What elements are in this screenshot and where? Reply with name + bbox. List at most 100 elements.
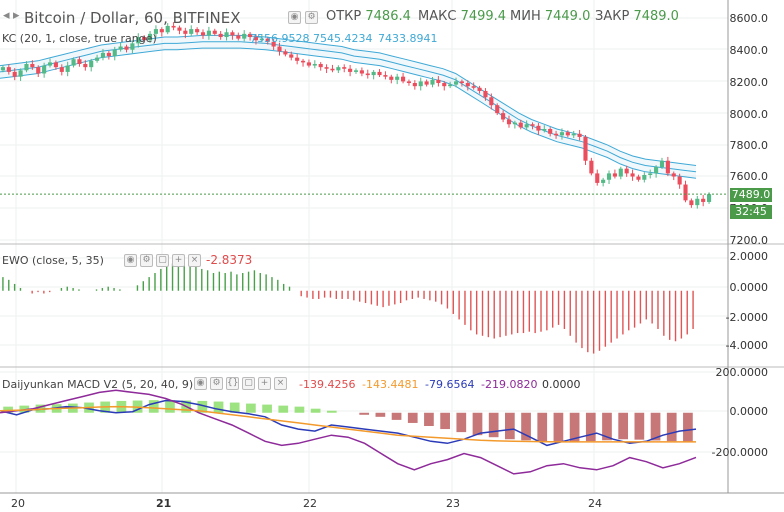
candle-body [648, 173, 653, 175]
source-code-icon[interactable]: {} [226, 377, 239, 390]
candle-body [577, 133, 582, 137]
macd-histogram-bar [650, 412, 661, 441]
candle-body [277, 46, 282, 52]
candle-body [312, 63, 317, 66]
candle-body [0, 67, 6, 71]
candle-body [389, 76, 394, 80]
lock-icon[interactable]: ▢ [156, 254, 169, 267]
kc-value-middle: 7545.4234 [313, 32, 373, 45]
candle-body [124, 46, 129, 50]
plus-icon[interactable]: + [258, 377, 271, 390]
close-icon[interactable]: × [274, 377, 287, 390]
candle-body [36, 67, 41, 74]
eye-icon[interactable]: ◉ [124, 254, 137, 267]
macd-series-line [0, 399, 697, 447]
ewo-tick: -4.0000 [725, 339, 768, 352]
candle-body [542, 129, 547, 131]
gear-icon[interactable]: ⚙ [305, 11, 318, 24]
candle-body [83, 63, 88, 68]
candle-body [442, 83, 447, 87]
candle-body [548, 129, 553, 134]
expand-arrow-icon[interactable]: ▸ [13, 8, 20, 23]
candle-body [565, 132, 570, 136]
plus-icon[interactable]: + [172, 254, 185, 267]
close-icon[interactable]: × [188, 254, 201, 267]
candle-body [6, 67, 11, 72]
macd-histogram-bar [440, 412, 450, 430]
grid-lines [0, 0, 728, 493]
candle-body [342, 67, 347, 69]
candle-body [383, 75, 388, 77]
price-tick: 7200.0 [729, 234, 769, 247]
candle-body [536, 125, 541, 131]
candle-body [130, 43, 135, 50]
candle-body [65, 65, 70, 72]
candle-body [671, 173, 676, 177]
gear-icon[interactable]: ⚙ [140, 254, 153, 267]
candle-body [595, 173, 600, 183]
candle-body [624, 168, 629, 174]
candle-body [289, 54, 294, 58]
macd-value-3: -79.6564 [425, 378, 475, 391]
price-tick: 8600.0 [729, 12, 769, 25]
candle-body [601, 179, 606, 183]
macd-histogram-bar [537, 412, 548, 442]
candle-body [195, 29, 200, 33]
gear-icon[interactable]: ⚙ [210, 377, 223, 390]
candle-body [253, 37, 259, 41]
candle-body [430, 79, 435, 85]
macd-histogram-bar [375, 412, 386, 417]
candle-body [483, 90, 488, 98]
macd-histogram-bar [246, 403, 256, 413]
macd-histogram-bar [505, 412, 515, 440]
macd-histogram-bar [569, 412, 580, 442]
candle-body [224, 32, 229, 38]
kc-title[interactable]: KC (20, 1, close, true range) [2, 32, 157, 45]
candle-body [189, 29, 194, 34]
candle-body [506, 119, 512, 125]
candle-body [524, 124, 529, 128]
candle-body [630, 173, 635, 177]
macd-title[interactable]: Daijyunkan MACD V2 (5, 20, 40, 9) [2, 378, 194, 391]
macd-histogram-bar [213, 401, 224, 413]
candle-body [589, 160, 594, 174]
candle-body [424, 81, 429, 85]
lock-icon[interactable]: ▢ [242, 377, 255, 390]
candle-body [659, 160, 665, 168]
macd-histogram-bar [165, 400, 175, 413]
candle-body [636, 176, 641, 180]
candle-body [295, 57, 300, 61]
macd-histogram-bar [278, 405, 289, 413]
candle-body [95, 57, 100, 61]
macd-histogram-bar [326, 410, 337, 413]
candle-body [153, 29, 158, 34]
candle-body [554, 133, 559, 136]
candle-body [77, 59, 82, 64]
macd-value-4: -219.0820 [481, 378, 538, 391]
candle-body [271, 41, 276, 47]
macd-histogram-bar [197, 400, 208, 413]
collapse-arrow-icon[interactable]: ◂ [3, 8, 10, 23]
candle-body [47, 62, 53, 66]
candle-body [89, 60, 94, 68]
candle-body [418, 81, 423, 87]
candle-body [30, 63, 35, 68]
macd-histogram-bar [391, 412, 402, 420]
macd-histogram-bar [634, 412, 645, 440]
macd-histogram-bar [262, 404, 272, 413]
candle-body [324, 67, 329, 69]
eye-icon[interactable]: ◉ [194, 377, 207, 390]
ewo-title[interactable]: EWO (close, 5, 35) [2, 254, 104, 267]
eye-icon[interactable]: ◉ [288, 11, 301, 24]
time-label: 20 [11, 497, 25, 510]
candle-body [689, 200, 694, 206]
macd-histogram-bar [294, 406, 305, 413]
candle-body [436, 79, 441, 84]
candle-body [183, 30, 188, 34]
candle-body [177, 27, 182, 31]
price-tick: 8000.0 [729, 108, 769, 121]
candle-body [495, 105, 500, 114]
candle-body [683, 184, 688, 201]
candle-body [365, 73, 370, 76]
ewo-tick: -2.0000 [725, 311, 768, 324]
